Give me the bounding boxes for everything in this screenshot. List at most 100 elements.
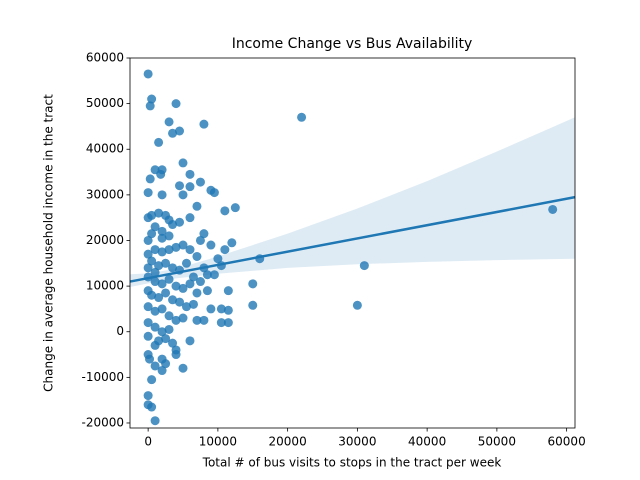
chart-title: Income Change vs Bus Availability [232, 36, 473, 52]
data-point [164, 245, 174, 255]
data-point [213, 254, 223, 264]
data-point [147, 402, 157, 412]
data-point [168, 338, 178, 348]
data-point [175, 126, 185, 136]
data-point [185, 245, 195, 255]
data-point [156, 169, 166, 179]
data-point [161, 288, 171, 298]
data-point [147, 94, 157, 104]
data-point [150, 361, 160, 371]
data-point [154, 261, 164, 271]
data-point [195, 177, 205, 187]
data-point [150, 267, 160, 277]
data-point [168, 263, 178, 273]
data-point [216, 318, 226, 328]
regression-line [129, 195, 576, 283]
y-tick-label: 0 [116, 324, 124, 338]
x-tick-label: 50000 [478, 435, 516, 449]
x-tick-label: 60000 [548, 435, 586, 449]
data-point [171, 242, 181, 252]
data-point [154, 208, 164, 218]
data-point [178, 158, 188, 168]
data-point [181, 302, 191, 312]
data-point [143, 69, 153, 79]
data-point [168, 220, 178, 230]
data-point [206, 304, 216, 314]
x-tick-label: 40000 [408, 435, 446, 449]
data-point [147, 229, 157, 239]
data-point [145, 354, 155, 364]
data-point [164, 274, 174, 284]
data-point [143, 249, 153, 259]
data-point [157, 226, 167, 236]
x-tick-label: 10000 [199, 435, 237, 449]
data-point [209, 270, 219, 280]
data-point [143, 391, 153, 401]
x-tick-label: 20000 [269, 435, 307, 449]
y-tick-label: 20000 [86, 233, 124, 247]
y-axis-label: Change in average household income in th… [42, 94, 56, 392]
data-point [175, 181, 185, 191]
data-point [143, 318, 153, 328]
data-point [195, 235, 205, 245]
x-axis-label: Total # of bus visits to stops in the tr… [202, 456, 502, 470]
data-point [164, 231, 174, 241]
data-point [178, 190, 188, 200]
data-point [188, 272, 198, 282]
data-point [206, 240, 216, 250]
y-tick-label: 10000 [86, 279, 124, 293]
data-point [223, 286, 233, 296]
data-point [157, 366, 167, 376]
data-point [168, 295, 178, 305]
data-point [175, 217, 185, 227]
data-point [178, 313, 188, 323]
data-point [548, 204, 558, 214]
data-point [143, 235, 153, 245]
data-point [297, 112, 307, 122]
data-point [199, 229, 209, 239]
data-point [185, 213, 195, 223]
data-point [192, 315, 202, 325]
data-point [161, 258, 171, 268]
data-point [171, 350, 181, 360]
data-point [185, 169, 195, 179]
data-point [150, 222, 160, 232]
data-point [150, 322, 160, 332]
data-point [157, 190, 167, 200]
axes-frame [129, 57, 576, 429]
y-tick-label: 60000 [86, 51, 124, 65]
data-point [150, 306, 160, 316]
data-point [223, 318, 233, 328]
data-point [185, 279, 195, 289]
data-point [161, 334, 171, 344]
data-point [143, 263, 153, 273]
data-point [185, 182, 195, 192]
data-point [147, 375, 157, 385]
data-point [147, 256, 157, 266]
data-point [154, 336, 164, 346]
data-point [157, 279, 167, 289]
data-point [202, 286, 212, 296]
data-point [220, 206, 230, 216]
data-point [164, 117, 174, 127]
data-point [150, 245, 160, 255]
x-tick-label: 30000 [338, 435, 376, 449]
data-point [168, 128, 178, 138]
data-point [220, 245, 230, 255]
data-point [230, 203, 240, 213]
y-tick-label: 40000 [86, 142, 124, 156]
data-point [157, 247, 167, 257]
data-point [171, 315, 181, 325]
data-point [143, 331, 153, 341]
data-point [352, 300, 362, 310]
y-tick-label: 50000 [86, 96, 124, 110]
data-point [202, 270, 212, 280]
data-point [192, 251, 202, 261]
data-point [227, 238, 237, 248]
data-point [171, 281, 181, 291]
data-point [195, 277, 205, 287]
data-point [143, 302, 153, 312]
